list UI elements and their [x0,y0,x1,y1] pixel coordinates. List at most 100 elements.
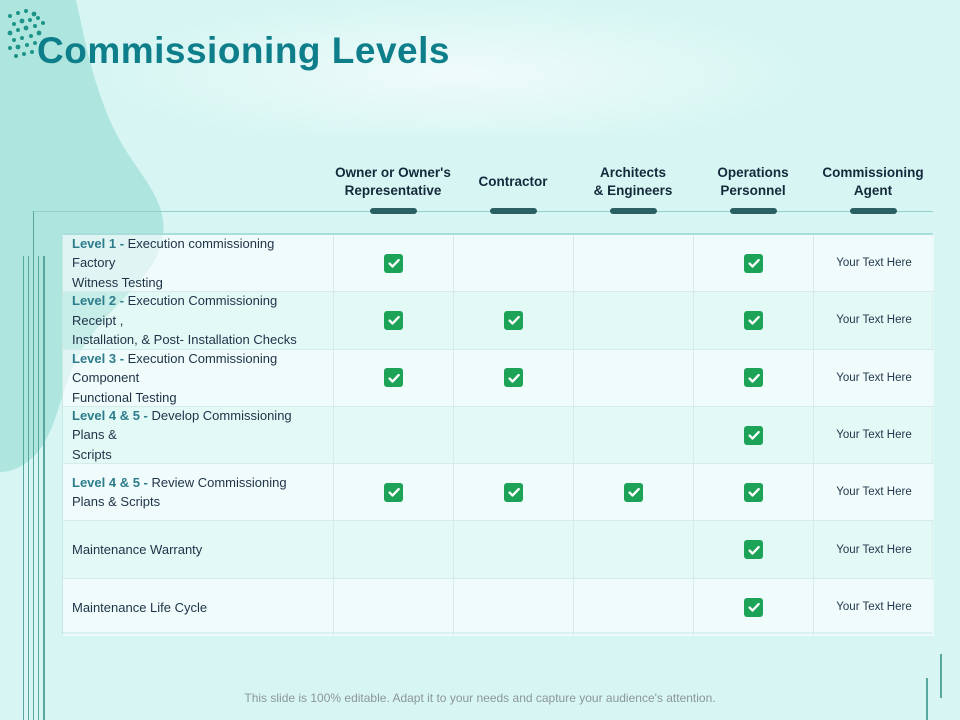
header-underline-row [333,208,933,214]
table-row-label: Level 4 & 5 - Review Commissioning Plans… [63,464,334,522]
table-row-label: Level 3 - Execution Commissioning Compon… [63,349,334,407]
table-cell [334,578,454,637]
table-cell [694,406,814,465]
commissioning-table: Level 1 - Execution commissioning Factor… [62,233,934,637]
decorative-line-bottom-right [940,654,942,698]
checkmark-icon [744,482,763,502]
column-header-row: Owner or Owner's Representative Contracto… [333,160,933,204]
table-cell [694,349,814,407]
table-cell-note: Your Text Here [814,235,934,293]
decorative-line-horizontal [33,211,933,212]
table-cell [454,406,574,465]
row-label-text: Review Commissioning Plans & Scripts [72,474,287,510]
table-cell-note: Your Text Here [814,521,934,579]
row-label: Level 1 - Execution commissioning Factor… [72,234,319,293]
page-title: Commissioning Levels [37,30,450,71]
table-cell [334,235,454,293]
row-label: Maintenance Warranty [72,540,202,560]
checkmark-icon [384,482,403,502]
row-label-text: Execution Commissioning Receipt , Instal… [72,293,297,348]
header-underline [849,208,897,214]
table-cell [334,349,454,407]
table-cell [574,521,694,579]
checkmark-icon [744,368,763,388]
row-label: Level 4 & 5 - Review Commissioning Plans… [72,473,287,512]
column-header: Commissioning Agent [822,165,924,198]
header-underline [729,208,777,214]
table-cell [574,578,694,637]
checkmark-icon [744,310,763,330]
decorative-line-vertical [38,256,39,720]
checkmark-icon [504,368,523,388]
row-label: Level 2 - Execution Commissioning Receip… [72,291,319,350]
header-underline-slot [813,208,933,214]
table-row-label: Level 2 - Execution Commissioning Receip… [63,291,334,350]
table-cell [574,349,694,407]
checkmark-icon [744,253,763,273]
column-header: Contractor [478,174,548,190]
column-header: Architects & Engineers [593,165,673,198]
column-header: Operations Personnel [717,165,789,198]
table-cell [694,235,814,293]
row-level-prefix: Level 2 - [72,293,128,309]
checkmark-icon [384,253,403,273]
row-label-text: Execution Commissioning Component Functi… [72,350,278,405]
placeholder-text: Your Text Here [836,429,912,442]
row-level-prefix: Level 1 - [72,235,128,251]
checkmark-icon [744,540,763,560]
table-row-label: Level 1 - Execution commissioning Factor… [63,234,334,293]
table-cell [694,578,814,637]
table-row-label: Maintenance Life Cycle [63,578,334,637]
table-cell [454,464,574,522]
header-underline-slot [453,208,573,214]
table-cell [574,406,694,465]
table-cell [694,521,814,579]
header-underline [609,208,657,214]
row-label: Level 4 & 5 - Develop Commissioning Plan… [72,406,319,465]
row-level-prefix: Level 4 & 5 - [72,407,152,423]
table-cell [694,464,814,522]
row-label-text: Maintenance Life Cycle [72,599,208,615]
row-label: Maintenance Life Cycle [72,598,207,618]
placeholder-text: Your Text Here [836,314,912,327]
table-cell [574,235,694,293]
table-cell [574,464,694,522]
table-row-label: Level 4 & 5 - Develop Commissioning Plan… [63,406,334,465]
table-cell [334,464,454,522]
table-cell-note: Your Text Here [814,578,934,637]
table-cell-note: Your Text Here [814,349,934,407]
header-underline [489,208,537,214]
placeholder-text: Your Text Here [836,257,912,270]
decorative-line-vertical [33,211,34,720]
header-underline-slot [693,208,813,214]
title-glow [60,0,940,135]
header-underline-slot [573,208,693,214]
row-label-text: Maintenance Warranty [72,541,203,557]
checkmark-icon [744,597,763,617]
table-cell [334,406,454,465]
table-cell-note: Your Text Here [814,292,934,350]
checkmark-icon [744,425,763,445]
table-cell [334,521,454,579]
checkmark-icon [504,482,523,502]
row-label-text: Execution commissioning Factory Witness … [72,235,275,290]
table-cell [454,235,574,293]
table-row-label: Maintenance Warranty [63,521,334,579]
checkmark-icon [624,482,643,502]
table-cell [454,349,574,407]
table-cell [694,292,814,350]
table-cell [334,292,454,350]
table-cell [454,521,574,579]
placeholder-text: Your Text Here [836,371,912,384]
header-underline-slot [333,208,453,214]
dots-pattern-icon [7,9,45,58]
column-header: Owner or Owner's Representative [335,165,451,198]
decorative-line-vertical [28,256,29,720]
footer-note: This slide is 100% editable. Adapt it to… [244,691,716,705]
placeholder-text: Your Text Here [836,601,912,614]
decorative-line-vertical [43,256,45,720]
placeholder-text: Your Text Here [836,486,912,499]
table-cell-note: Your Text Here [814,464,934,522]
table-cell [574,292,694,350]
